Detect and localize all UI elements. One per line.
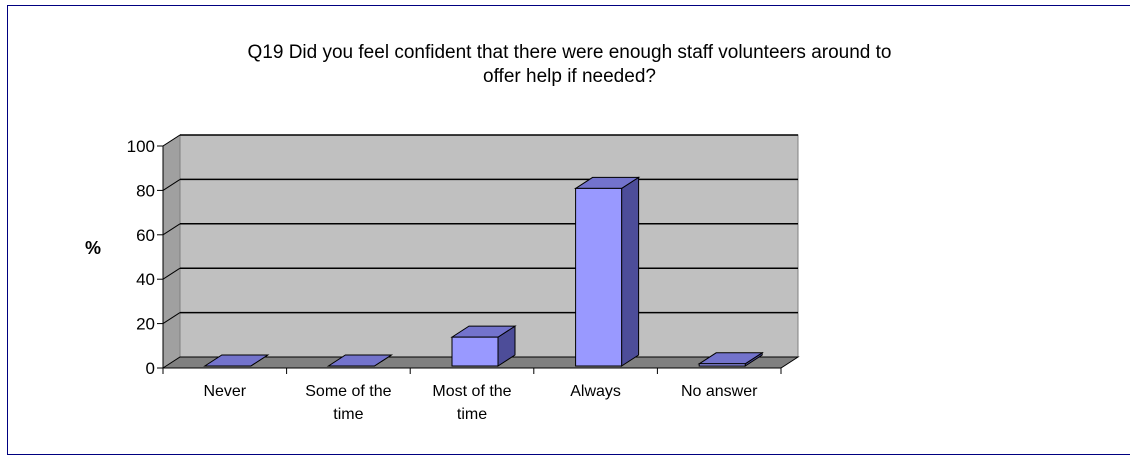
gridline-side bbox=[162, 178, 181, 191]
y-tick-label: 0 bbox=[146, 359, 155, 378]
chart-title-line-2: offer help if needed? bbox=[483, 66, 656, 87]
bar-top bbox=[203, 354, 270, 367]
x-tick-label: Some of the bbox=[305, 383, 391, 400]
gridline-side bbox=[162, 312, 181, 325]
x-tick-label: time bbox=[333, 406, 363, 423]
x-tick-label: Never bbox=[203, 383, 246, 400]
gridline-side bbox=[162, 134, 181, 147]
x-tick-label: Most of the bbox=[432, 383, 511, 400]
plot-back-wall bbox=[179, 134, 799, 358]
gridline-side bbox=[162, 267, 181, 280]
bar-chart: % 0 20 40 60 80 100 Never Some of the time Most o… bbox=[85, 134, 800, 423]
y-tick-label: 100 bbox=[127, 137, 155, 156]
chart-title-line-1: Q19 Did you feel confident that there we… bbox=[247, 42, 892, 63]
gridline-side bbox=[162, 223, 181, 236]
x-tick-label: No answer bbox=[681, 383, 758, 400]
x-tick-label: time bbox=[457, 406, 487, 423]
bar bbox=[451, 336, 499, 367]
chart-frame: Q19 Did you feel confident that there we… bbox=[7, 5, 1130, 455]
bar-side bbox=[621, 176, 640, 367]
y-axis-label: % bbox=[85, 238, 101, 258]
y-tick-label: 80 bbox=[136, 181, 155, 200]
plot-side-wall bbox=[162, 134, 181, 369]
x-tick-label: Always bbox=[570, 383, 621, 400]
bar bbox=[698, 363, 746, 367]
y-tick-label: 60 bbox=[136, 226, 155, 245]
bar-top bbox=[326, 354, 394, 367]
y-tick-label: 20 bbox=[136, 315, 155, 334]
bar bbox=[575, 187, 623, 367]
y-tick-label: 40 bbox=[136, 270, 155, 289]
